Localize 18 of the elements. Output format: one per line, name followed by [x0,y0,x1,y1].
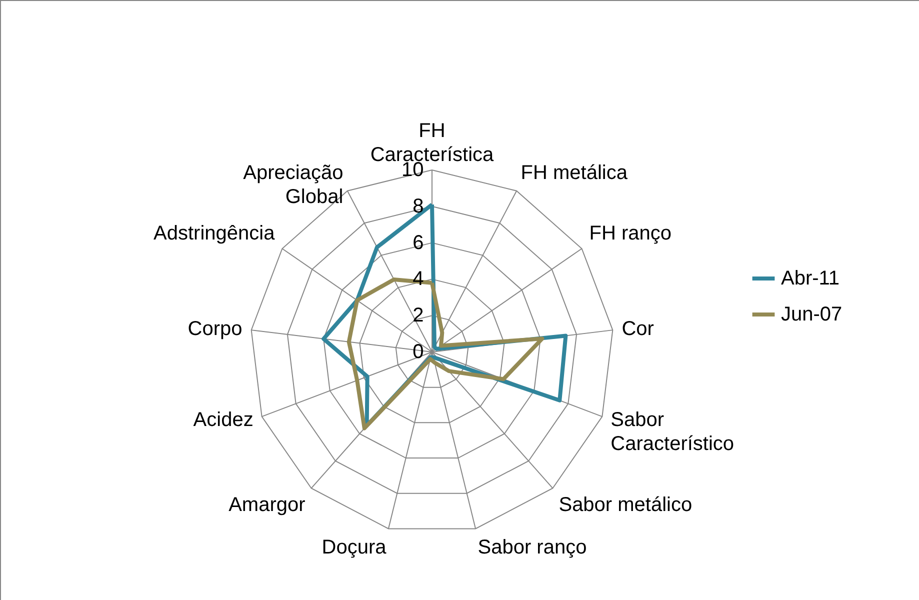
spoke-label: FH metálica [520,162,628,184]
legend-label: Jun-07 [781,304,842,326]
spoke-label: Sabor Característico [610,408,734,455]
legend-label: Abr-11 [781,268,840,290]
spoke-label: Apreciação Global [243,162,344,208]
spoke-label: FH ranço [589,222,672,244]
spoke-label: Sabor metálico [558,494,692,516]
spoke-label: Acidez [193,408,254,431]
y-tick-label: 6 [412,232,424,254]
spoke-label: Amargor [228,494,306,516]
spoke-label: Sabor ranço [478,536,587,559]
spoke-label: Doçura [322,536,388,559]
spoke-label: Corpo [188,318,242,340]
y-tick-label: 8 [412,195,424,218]
y-tick-label: 2 [412,304,424,327]
spoke-label: Cor [622,318,654,340]
y-tick-label: 0 [412,341,424,363]
spoke-label: Adstringência [154,222,276,244]
